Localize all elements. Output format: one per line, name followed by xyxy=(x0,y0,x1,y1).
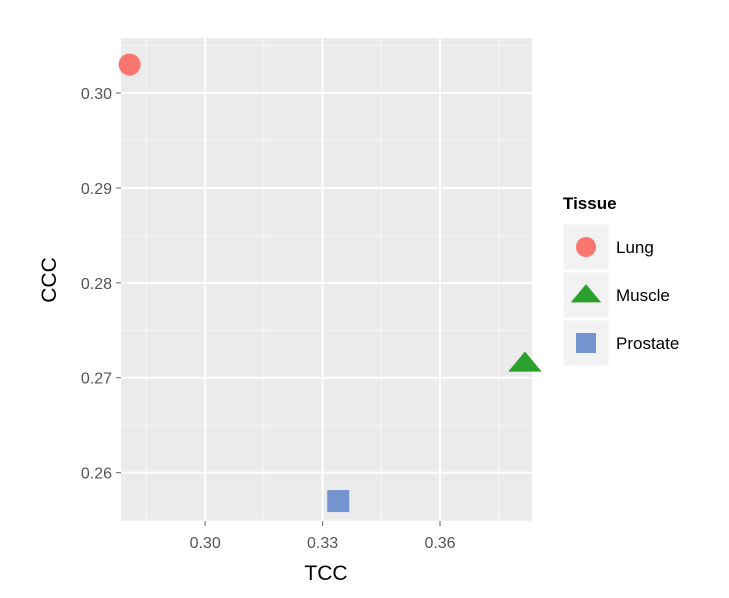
x-axis-ticks: 0.30 0.33 0.36 xyxy=(190,521,456,552)
plot-panel xyxy=(121,38,532,521)
data-point-prostate xyxy=(327,490,350,513)
y-axis-title: CCC xyxy=(38,257,61,303)
x-tick-label: 0.30 xyxy=(190,535,221,552)
legend-title: Tissue xyxy=(563,194,617,213)
major-gridlines xyxy=(121,38,532,521)
legend-key-lung xyxy=(576,237,596,257)
legend-key-prostate xyxy=(576,333,596,353)
x-axis-title: TCC xyxy=(304,562,347,585)
y-tick-label: 0.28 xyxy=(81,276,112,293)
legend-label-prostate: Prostate xyxy=(616,334,679,353)
legend: Tissue Lung Muscle Prostate xyxy=(562,194,679,367)
x-tick-label: 0.36 xyxy=(424,535,455,552)
legend-label-muscle: Muscle xyxy=(616,286,670,305)
minor-gridlines xyxy=(121,38,532,521)
legend-label-lung: Lung xyxy=(616,238,654,257)
y-tick-label: 0.30 xyxy=(81,86,112,103)
data-point-lung xyxy=(118,53,141,76)
y-axis-ticks: 0.26 0.27 0.28 0.29 0.30 xyxy=(81,86,121,483)
y-tick-label: 0.27 xyxy=(81,371,112,388)
x-tick-label: 0.33 xyxy=(307,535,338,552)
y-tick-label: 0.26 xyxy=(81,466,112,483)
data-point-muscle xyxy=(508,351,542,372)
y-tick-label: 0.29 xyxy=(81,181,112,198)
data-points xyxy=(118,53,542,513)
legend-key-box xyxy=(562,223,610,271)
legend-key-muscle xyxy=(570,284,602,303)
